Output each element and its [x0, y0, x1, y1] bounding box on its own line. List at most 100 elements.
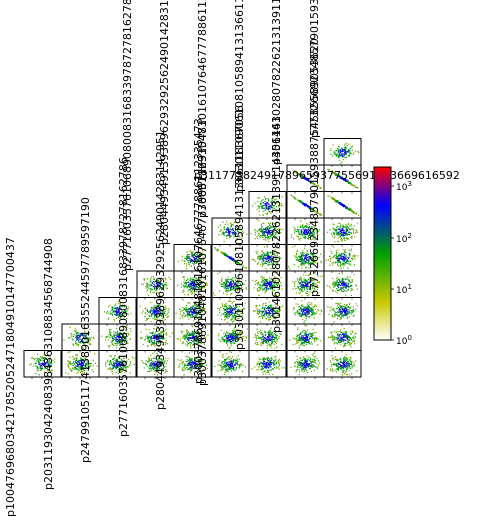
hist-bin	[270, 339, 272, 341]
hist-bin	[76, 372, 78, 374]
hist-bin	[306, 341, 308, 343]
hist-bin	[115, 332, 117, 334]
hist-bin	[81, 366, 83, 368]
hist-bin	[278, 311, 280, 313]
hist-bin	[200, 341, 202, 343]
hist-bin	[191, 368, 193, 370]
hist-bin	[237, 336, 239, 338]
hist-bin	[157, 348, 159, 350]
hist-bin	[271, 287, 273, 289]
hist-bin	[272, 313, 274, 315]
hist-bin	[304, 329, 306, 332]
hist-bin	[80, 367, 82, 369]
hist-bin	[268, 199, 270, 201]
hist-bin	[305, 339, 307, 341]
hist-bin	[316, 338, 318, 340]
hist-bin	[118, 317, 120, 319]
hist-bin	[307, 308, 310, 310]
hist-bin	[88, 332, 91, 334]
hist-bin	[158, 307, 160, 309]
hist-bin	[112, 361, 114, 363]
hist-bin	[192, 308, 194, 310]
hist-bin	[80, 333, 82, 335]
hist-bin	[220, 318, 222, 321]
hist-bin	[261, 251, 263, 253]
hist-bin	[50, 364, 52, 366]
hist-bin	[306, 311, 308, 313]
hist-bin	[154, 341, 156, 343]
hist-bin	[269, 279, 271, 281]
hist-bin	[188, 335, 190, 337]
hist-bin	[228, 311, 230, 313]
hist-bin	[258, 254, 260, 256]
hist-bin	[254, 202, 256, 204]
hist-bin	[73, 358, 75, 360]
hist-bin	[206, 284, 209, 286]
hist-bin	[304, 314, 306, 316]
hist-bin	[150, 309, 152, 311]
hist-bin	[70, 370, 73, 372]
hist-bin	[158, 335, 160, 337]
hist-bin	[220, 364, 222, 366]
hist-bin	[197, 255, 199, 257]
hist-bin	[300, 306, 302, 309]
hist-bin	[254, 333, 256, 335]
hist-bin	[305, 368, 307, 370]
hist-bin	[196, 290, 198, 292]
hist-bin	[280, 333, 282, 336]
hist-bin	[312, 309, 314, 311]
hist-bin	[119, 336, 121, 338]
hist-bin	[194, 317, 196, 319]
hist-bin	[187, 278, 189, 280]
hist-bin	[143, 367, 145, 369]
hist-bin	[195, 337, 197, 339]
hist-bin	[166, 370, 168, 372]
hist-bin	[314, 304, 316, 306]
panel-7-0	[286, 350, 325, 379]
hist-bin	[109, 311, 111, 313]
hist-bin	[264, 255, 266, 257]
hist-bin	[234, 318, 236, 320]
hist-bin	[191, 364, 193, 366]
hist-bin	[156, 326, 158, 328]
hist-bin	[267, 208, 269, 210]
hist-bin	[303, 342, 305, 344]
hist-bin	[235, 283, 237, 285]
hist-bin	[81, 367, 83, 369]
hist-bin	[84, 354, 86, 357]
hist-bin	[314, 340, 316, 342]
hist-bin	[182, 317, 184, 319]
hist-bin	[78, 343, 80, 346]
hist-bin	[221, 251, 223, 253]
hist-bin	[311, 361, 313, 363]
hist-bin	[70, 364, 72, 366]
hist-bin	[193, 310, 195, 312]
hist-bin	[223, 228, 225, 230]
hist-bin	[272, 252, 274, 254]
hist-bin	[260, 255, 262, 258]
hist-bin	[276, 252, 278, 254]
hist-bin	[275, 330, 277, 332]
hist-bin	[156, 354, 158, 356]
hist-bin	[306, 370, 308, 372]
hist-bin	[153, 318, 156, 320]
hist-bin	[202, 284, 204, 286]
hist-bin	[234, 342, 236, 344]
hist-bin	[262, 336, 264, 338]
hist-bin	[71, 338, 73, 340]
hist-bin	[262, 233, 264, 235]
hist-bin	[221, 338, 223, 340]
hist-bin	[151, 332, 153, 334]
hist-bin	[37, 361, 39, 363]
hist-bin	[229, 339, 231, 341]
hist-bin	[233, 337, 236, 339]
hist-bin	[266, 255, 268, 257]
hist-bin	[264, 196, 266, 198]
hist-bin	[262, 257, 264, 259]
hist-bin	[158, 345, 160, 348]
hist-bin	[236, 362, 238, 364]
hist-bin	[196, 357, 198, 359]
hist-bin	[163, 360, 165, 362]
hist-bin	[264, 330, 266, 333]
hist-bin	[196, 286, 198, 288]
